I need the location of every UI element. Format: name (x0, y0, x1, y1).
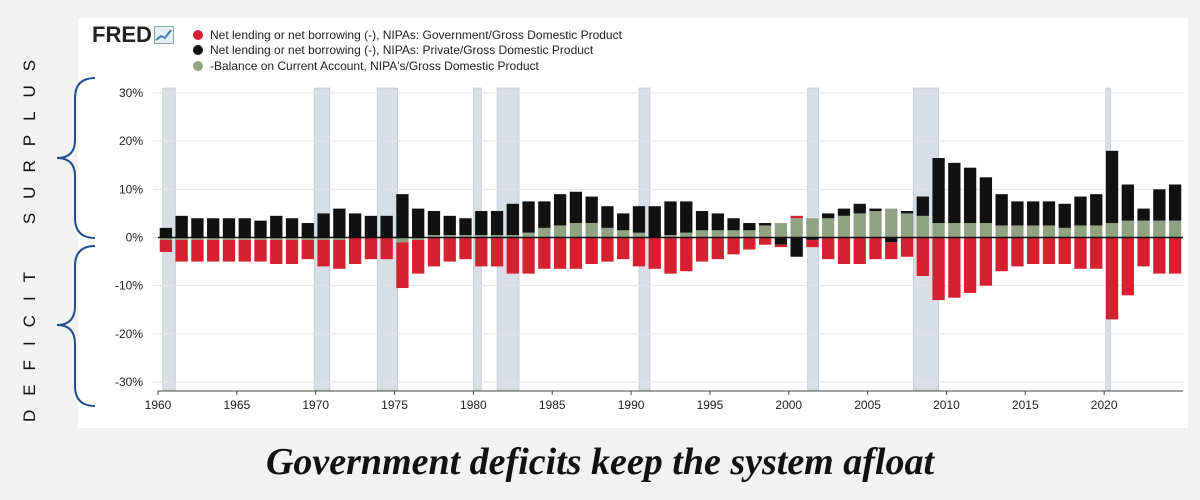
deficit-text: DEFICIT (20, 257, 40, 423)
legend-dot-private (193, 45, 203, 56)
legend-label-government: Net lending or net borrowing (-), NIPAs:… (210, 27, 622, 42)
deficit-side-label: DEFICIT (10, 240, 50, 440)
caption: Government deficits keep the system aflo… (265, 441, 935, 483)
legend-item-government: Net lending or net borrowing (-), NIPAs:… (193, 27, 622, 43)
fred-logo-text: FRED (92, 22, 152, 47)
fred-chart-icon (153, 26, 174, 44)
legend-item-private: Net lending or net borrowing (-), NIPAs:… (193, 43, 622, 59)
legend-item-current-account: -Balance on Current Account, NIPA's/Gros… (193, 58, 622, 74)
chart-panel (78, 18, 1188, 428)
surplus-side-label: SURPLUS (10, 30, 50, 240)
legend-label-private: Net lending or net borrowing (-), NIPAs:… (210, 43, 594, 58)
legend-dot-government (193, 29, 203, 40)
legend-dot-current-account (193, 60, 203, 71)
surplus-text: SURPLUS (20, 45, 39, 225)
chart-legend: Net lending or net borrowing (-), NIPAs:… (193, 27, 622, 74)
fred-logo: FRED (92, 22, 174, 48)
legend-label-current-account: -Balance on Current Account, NIPA's/Gros… (210, 58, 539, 73)
